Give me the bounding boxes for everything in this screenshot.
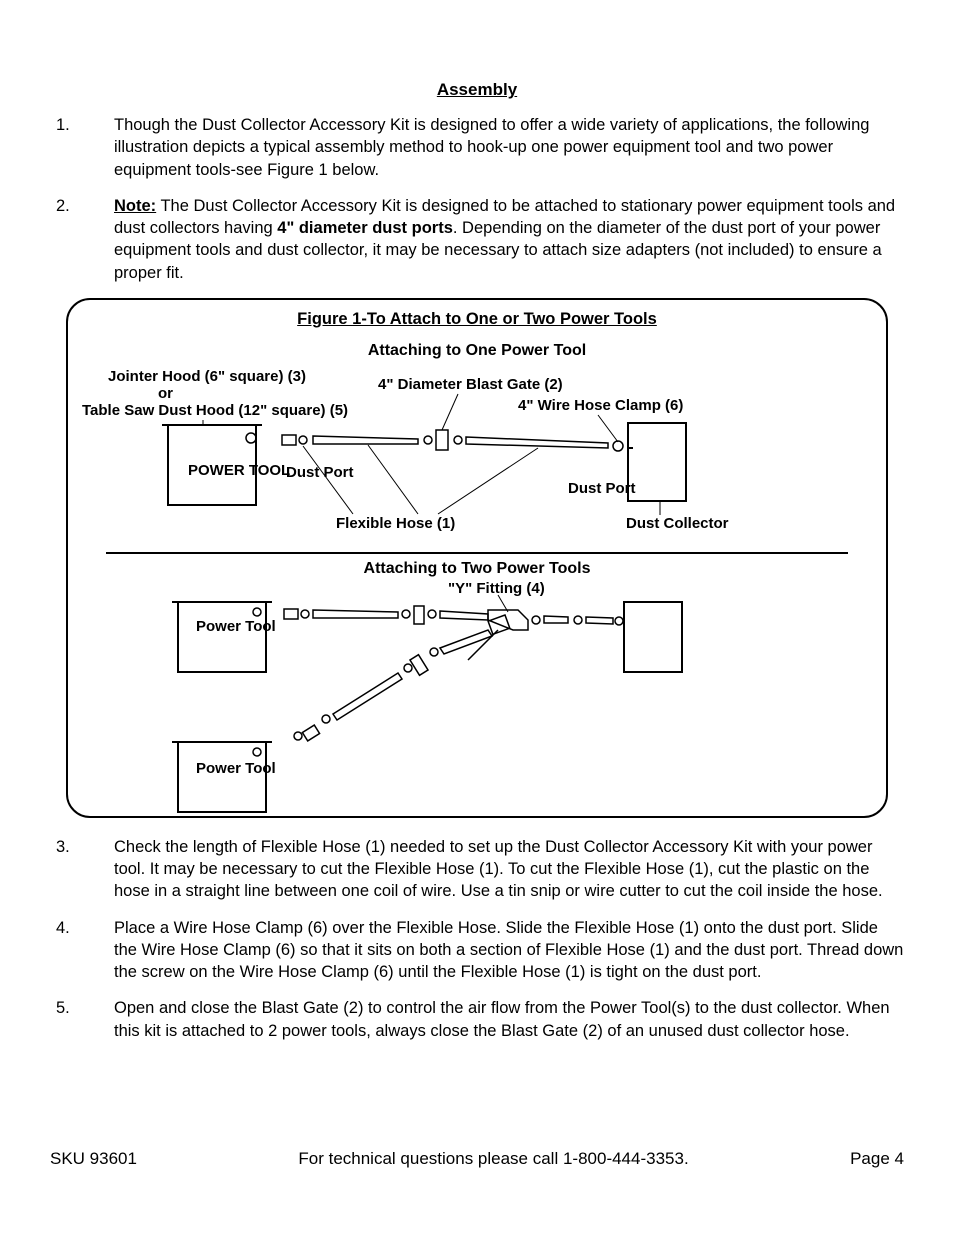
list-item-4: 4. Place a Wire Hose Clamp (6) over the …: [50, 917, 904, 984]
bold-span: 4" diameter dust ports: [277, 219, 453, 237]
list-item-5: 5. Open and close the Blast Gate (2) to …: [50, 997, 904, 1042]
footer-sku: SKU 93601: [50, 1149, 137, 1169]
text: Dust Port: [286, 464, 326, 482]
list-number: 4.: [50, 917, 114, 984]
list-text: Check the length of Flexible Hose (1) ne…: [114, 836, 904, 903]
label-dust-port-1: Dust Port: [286, 464, 326, 482]
figure-subtitle-two: Attaching to Two Power Tools: [68, 560, 886, 578]
footer-page: Page 4: [850, 1149, 904, 1169]
list-number: 2.: [50, 195, 114, 284]
section-heading: Assembly: [50, 80, 904, 100]
list-text: Note: The Dust Collector Accessory Kit i…: [114, 195, 904, 284]
list-text: Though the Dust Collector Accessory Kit …: [114, 114, 904, 181]
footer-phone: For technical questions please call 1-80…: [298, 1149, 688, 1169]
label-flexible-hose: Flexible Hose (1): [336, 515, 455, 532]
list-item-1: 1. Though the Dust Collector Accessory K…: [50, 114, 904, 181]
label-dust-collector: Dust Collector: [626, 515, 706, 533]
diagram-two-tools: [68, 590, 788, 820]
list-number: 5.: [50, 997, 114, 1042]
label-power-tool-b: Power Tool: [196, 760, 256, 778]
document-page: Assembly 1. Though the Dust Collector Ac…: [0, 0, 954, 1235]
label-dust-port-2: Dust Port: [568, 480, 612, 498]
list-text: Open and close the Blast Gate (2) to con…: [114, 997, 904, 1042]
list-text: Place a Wire Hose Clamp (6) over the Fle…: [114, 917, 904, 984]
note-prefix: Note:: [114, 197, 156, 215]
list-item-2: 2. Note: The Dust Collector Accessory Ki…: [50, 195, 904, 284]
list-number: 3.: [50, 836, 114, 903]
page-footer: SKU 93601 For technical questions please…: [50, 1149, 904, 1169]
list-item-3: 3. Check the length of Flexible Hose (1)…: [50, 836, 904, 903]
figure-1: Figure 1-To Attach to One or Two Power T…: [66, 298, 888, 818]
list-number: 1.: [50, 114, 114, 181]
label-power-tool-caps: POWER TOOL: [188, 462, 248, 480]
label-power-tool-a: Power Tool: [196, 618, 256, 636]
figure-divider: [106, 552, 848, 554]
